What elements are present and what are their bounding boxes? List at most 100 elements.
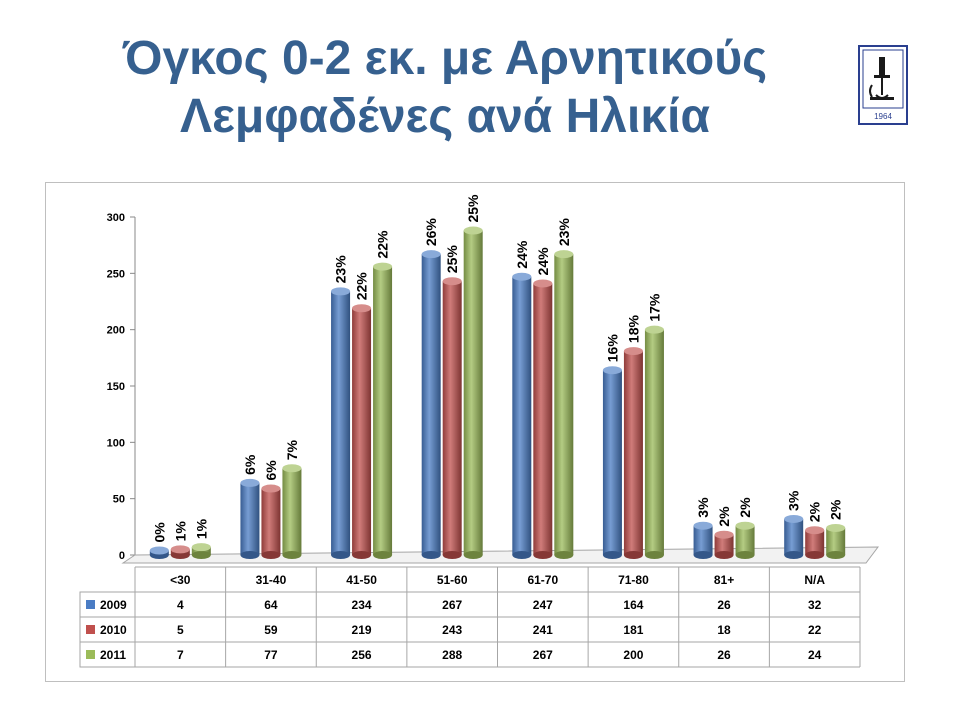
table-cell: 234 (352, 598, 372, 612)
table-cell: 241 (533, 623, 553, 637)
bar-base (191, 551, 211, 559)
bar-cap (421, 250, 441, 259)
table-cell: 18 (717, 623, 731, 637)
bar-2010-41-50 (352, 308, 372, 555)
bar-base (533, 551, 553, 559)
bar-cap (693, 521, 713, 530)
category-label: 41-50 (346, 573, 377, 587)
data-label: 1% (172, 521, 188, 542)
data-label: 3% (786, 490, 802, 511)
bar-base (282, 551, 302, 559)
bar-cap (170, 545, 190, 554)
table-cell: 247 (533, 598, 553, 612)
bar-cap (261, 484, 281, 493)
institution-seal-icon: 1964 (858, 45, 908, 125)
data-label: 25% (444, 245, 460, 274)
y-tick-label: 50 (113, 494, 125, 506)
data-label: 1% (193, 518, 209, 539)
bar-2011-31-40 (282, 468, 302, 555)
table-cell: 243 (442, 623, 462, 637)
title-line-1: Όγκος 0-2 εκ. με Αρνητικούς (122, 32, 768, 85)
bar-base (623, 551, 643, 559)
data-label: 24% (535, 247, 551, 276)
bar-base (826, 551, 846, 559)
data-label: 3% (695, 497, 711, 518)
table-cell: 200 (623, 648, 643, 662)
bar-2009-51-60 (421, 254, 441, 555)
bar-cap (533, 279, 553, 288)
bar-base (170, 551, 190, 559)
bar-base (693, 551, 713, 559)
table-cell: 5 (177, 623, 184, 637)
table-cell: 256 (352, 648, 372, 662)
data-label: 23% (556, 218, 572, 247)
bar-cap (554, 250, 574, 259)
table-cell: 26 (717, 648, 731, 662)
data-label: 16% (604, 334, 620, 363)
bar-base (805, 551, 825, 559)
bar-2009-61-70 (512, 276, 532, 555)
table-cell: 181 (623, 623, 643, 637)
bar-2010-N/A (805, 530, 825, 555)
data-label: 6% (242, 454, 258, 475)
category-label: 51-60 (437, 573, 468, 587)
bar-cap (714, 530, 734, 539)
bar-2011-N/A (826, 527, 846, 555)
bar-2009-41-50 (331, 291, 351, 555)
table-cell: 267 (442, 598, 462, 612)
bar-2011-41-50 (373, 266, 393, 555)
bar-2011-51-60 (463, 230, 483, 555)
y-tick-label: 100 (107, 437, 125, 449)
bar-base (373, 551, 393, 559)
table-cell: 219 (352, 623, 372, 637)
data-label: 7% (284, 439, 300, 460)
bar-cap (623, 347, 643, 356)
bar-base (442, 551, 462, 559)
legend-swatch-2009 (86, 600, 95, 609)
legend-label: 2011 (100, 648, 126, 662)
data-label: 25% (465, 194, 481, 223)
bar-base (421, 551, 441, 559)
data-label: 22% (375, 230, 391, 259)
bar-2011-71-80 (644, 329, 664, 555)
bar-2010-81+ (714, 534, 734, 555)
data-label: 2% (737, 497, 753, 518)
bar-cap (784, 514, 804, 523)
data-label: 26% (423, 218, 439, 247)
y-tick-label: 150 (107, 381, 125, 393)
category-label: <30 (170, 573, 191, 587)
data-label: 24% (514, 240, 530, 269)
table-cell: 22 (808, 623, 822, 637)
bar-cap (602, 366, 622, 375)
table-cell: 267 (533, 648, 553, 662)
table-cell: 4 (177, 598, 184, 612)
bar-cap (463, 226, 483, 235)
data-label: 22% (354, 272, 370, 301)
bar-base (602, 551, 622, 559)
legend-label: 2010 (100, 623, 127, 637)
category-label: 81+ (714, 573, 734, 587)
bar-cap (826, 523, 846, 532)
bar-2010-61-70 (533, 283, 553, 555)
bar-base (463, 551, 483, 559)
bar-2009-71-80 (602, 370, 622, 555)
bar-cap (442, 277, 462, 286)
bar-2011-61-70 (554, 254, 574, 555)
bar-2010-71-80 (623, 351, 643, 555)
table-cell: 7 (177, 648, 184, 662)
table-cell: 26 (717, 598, 731, 612)
table-cell: 64 (264, 598, 278, 612)
chart-floor (121, 546, 880, 564)
bar-base (352, 551, 372, 559)
legend-swatch-2011 (86, 650, 95, 659)
title-line-2: Λεμφαδένες ανά Ηλικία (180, 90, 710, 143)
bar-cap (352, 304, 372, 313)
page-title: Όγκος 0-2 εκ. με Αρνητικούς Λεμφαδένες α… (40, 30, 850, 146)
data-label: 23% (333, 255, 349, 284)
y-tick-label: 300 (107, 212, 125, 224)
bar-2011-81+ (735, 525, 755, 555)
bar-2009-81+ (693, 525, 713, 555)
bar-2009-N/A (784, 518, 804, 555)
bar-base (512, 551, 532, 559)
